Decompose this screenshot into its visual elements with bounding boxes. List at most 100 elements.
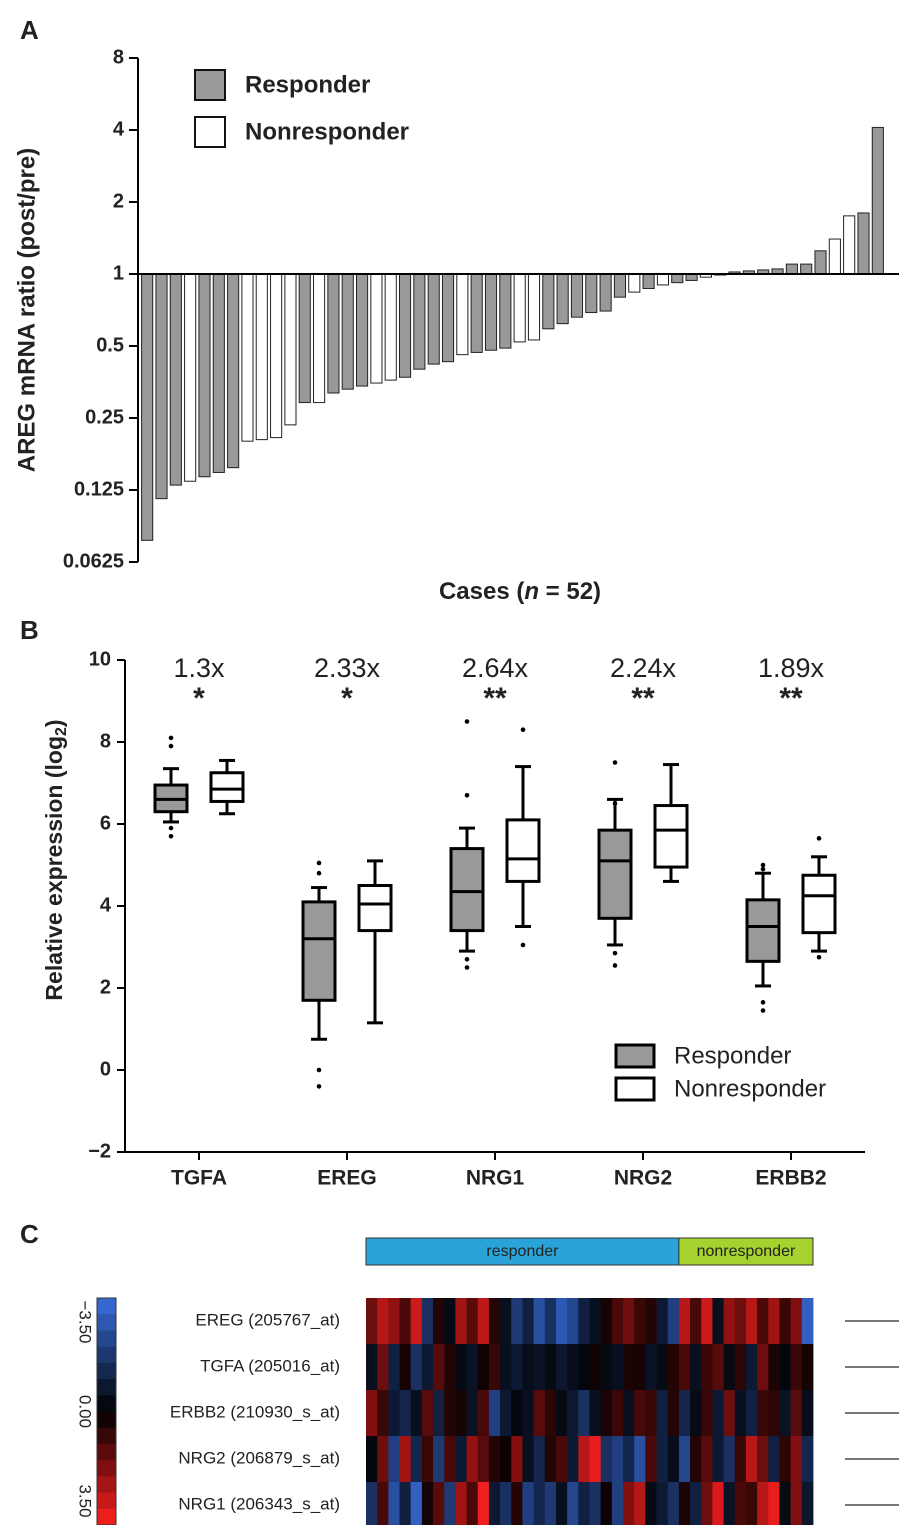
heatmap-cell bbox=[757, 1482, 769, 1525]
bar bbox=[613, 273, 627, 298]
heatmap-cell bbox=[567, 1344, 579, 1391]
colorbar-step bbox=[97, 1492, 116, 1510]
heatmap-cell bbox=[466, 1436, 479, 1483]
heatmap-cell bbox=[455, 1344, 467, 1391]
fold-change: 1.89x bbox=[758, 653, 825, 683]
bar bbox=[628, 273, 641, 293]
heatmap-cell bbox=[410, 1298, 423, 1345]
heatmap-cell bbox=[555, 1436, 568, 1483]
heatmap-cell bbox=[578, 1298, 590, 1345]
y-tick-label: 0.0625 bbox=[63, 550, 124, 572]
heatmap-cell bbox=[600, 1390, 613, 1437]
heatmap-cell bbox=[589, 1482, 602, 1525]
heatmap-cell bbox=[533, 1390, 546, 1437]
box bbox=[449, 847, 485, 933]
heatmap-cell bbox=[667, 1482, 680, 1525]
heatmap-cell bbox=[634, 1436, 646, 1483]
heatmap-cell bbox=[567, 1298, 579, 1345]
y-axis-label-part: Relative expression (log bbox=[41, 736, 67, 1001]
outlier bbox=[760, 866, 766, 872]
heatmap-cell bbox=[466, 1344, 479, 1391]
fold-change: 1.3x bbox=[173, 653, 225, 683]
heatmap-cell bbox=[723, 1482, 736, 1525]
heatmap-cell bbox=[678, 1436, 691, 1483]
heatmap-cell bbox=[779, 1436, 792, 1483]
heatmap-cell bbox=[656, 1390, 669, 1437]
heatmap-cell bbox=[578, 1344, 590, 1391]
bar bbox=[585, 273, 598, 314]
heatmap-cell bbox=[611, 1436, 624, 1483]
heatmap-cell bbox=[645, 1298, 657, 1345]
colorbar-step bbox=[97, 1427, 116, 1445]
bar bbox=[843, 215, 856, 275]
bar bbox=[542, 273, 555, 330]
heatmap-cell bbox=[511, 1344, 523, 1391]
heatmap-cell bbox=[645, 1344, 657, 1391]
bar bbox=[556, 273, 569, 325]
heatmap-cell bbox=[656, 1482, 669, 1525]
bar bbox=[241, 273, 254, 442]
heatmap-cell bbox=[488, 1298, 501, 1345]
group-label: nonresponder bbox=[697, 1243, 796, 1260]
heatmap-cell bbox=[690, 1344, 702, 1391]
bar bbox=[570, 273, 584, 318]
colorbar-step bbox=[97, 1346, 116, 1364]
bar bbox=[141, 273, 154, 541]
heatmap-cell bbox=[410, 1390, 423, 1437]
heatmap-cell bbox=[712, 1298, 724, 1345]
heatmap-cell bbox=[567, 1482, 579, 1525]
fold-change: 2.64x bbox=[462, 653, 529, 683]
heatmap-cell bbox=[455, 1482, 467, 1525]
bar bbox=[857, 212, 870, 275]
colorbar-tick-label: 0.00 bbox=[76, 1395, 95, 1428]
legend-swatch bbox=[194, 116, 226, 148]
x-axis-label-part: Cases ( bbox=[439, 578, 524, 605]
bar bbox=[255, 273, 268, 441]
heatmap-cell bbox=[723, 1390, 736, 1437]
heatmap-cell bbox=[544, 1344, 557, 1391]
heatmap-cell bbox=[656, 1298, 669, 1345]
heatmap-cell bbox=[488, 1436, 501, 1483]
heatmap-cell bbox=[701, 1298, 713, 1345]
y-tick-label: 4 bbox=[113, 118, 125, 140]
colorbar-tick-label: 3.50 bbox=[76, 1484, 95, 1517]
heatmap-cell bbox=[522, 1344, 535, 1391]
heatmap-cell bbox=[611, 1390, 624, 1437]
heatmap-cell bbox=[790, 1298, 803, 1345]
heatmap-cell bbox=[533, 1436, 546, 1483]
bar bbox=[284, 273, 297, 426]
heatmap-cell bbox=[600, 1344, 613, 1391]
x-axis-label: Cases (n = 52) bbox=[439, 578, 601, 605]
heatmap-cell bbox=[623, 1390, 635, 1437]
heatmap-cell bbox=[377, 1390, 389, 1437]
bar bbox=[499, 273, 512, 349]
heatmap-cell bbox=[377, 1436, 389, 1483]
colorbar-step bbox=[97, 1395, 116, 1412]
outlier bbox=[464, 957, 470, 962]
bar bbox=[656, 273, 669, 286]
outlier bbox=[464, 719, 470, 724]
y-axis-label: AREG mRNA ratio (post/pre) bbox=[13, 148, 40, 472]
heatmap-cell bbox=[678, 1390, 691, 1437]
heatmap-cell bbox=[734, 1436, 747, 1483]
heatmap-cell bbox=[712, 1436, 724, 1483]
x-tick-label: NRG1 bbox=[466, 1167, 525, 1190]
box bbox=[505, 818, 541, 883]
heatmap-cell bbox=[511, 1298, 523, 1345]
colorbar-step bbox=[97, 1443, 116, 1461]
x-axis-label-part: n bbox=[524, 578, 539, 605]
heatmap-cell bbox=[790, 1482, 803, 1525]
heatmap-cell bbox=[555, 1344, 568, 1391]
heatmap-cell bbox=[578, 1436, 590, 1483]
heatmap-cell bbox=[678, 1482, 691, 1525]
heatmap-cell bbox=[388, 1298, 400, 1345]
x-tick-label: ERBB2 bbox=[755, 1167, 826, 1190]
legend-swatch bbox=[614, 1043, 656, 1069]
heatmap-cell bbox=[801, 1482, 814, 1525]
heatmap-cell bbox=[500, 1482, 512, 1525]
heatmap-cell bbox=[421, 1482, 434, 1525]
heatmap-cell bbox=[477, 1482, 490, 1525]
colorbar-step bbox=[97, 1460, 116, 1477]
heatmap-cell bbox=[466, 1390, 479, 1437]
